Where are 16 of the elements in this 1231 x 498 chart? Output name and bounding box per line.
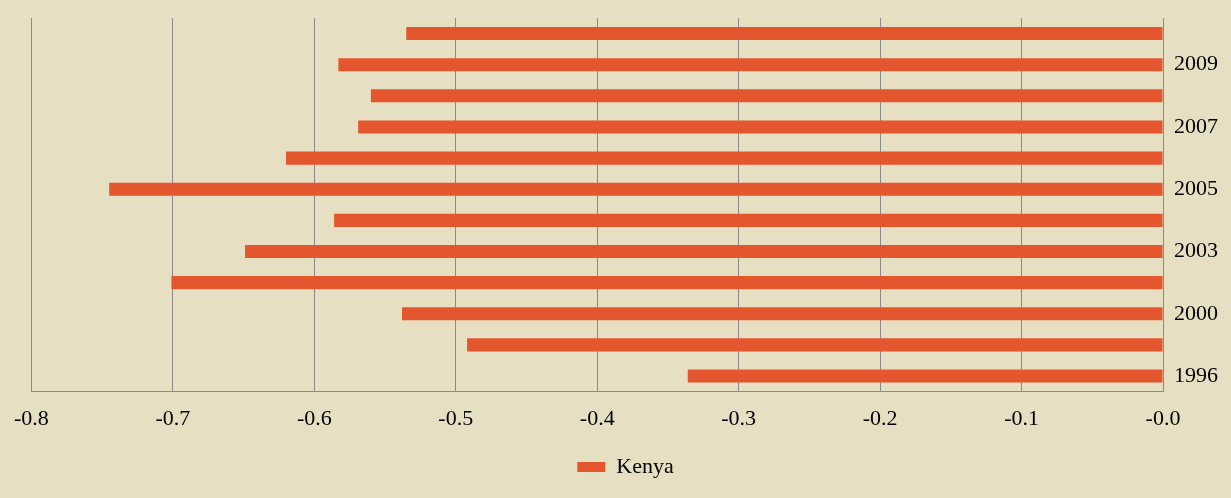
y-tick-label: 2000 — [1174, 299, 1218, 325]
y-tick-label: 1996 — [1174, 361, 1218, 387]
y-tick-label: 2007 — [1174, 112, 1218, 138]
x-tick-label: -0.1 — [1004, 404, 1039, 430]
y-tick-label: 2003 — [1174, 237, 1218, 263]
x-tick-label: -0.0 — [1145, 404, 1181, 430]
x-tick-label: -0.4 — [579, 404, 615, 430]
y-tick-label: 2009 — [1174, 50, 1218, 76]
x-tick-label: -0.3 — [721, 404, 757, 430]
x-tick-label: -0.2 — [862, 404, 898, 430]
x-tick-label: -0.8 — [14, 404, 49, 430]
x-tick-label: -0.6 — [296, 404, 332, 430]
x-tick-label: -0.5 — [438, 404, 474, 430]
legend-label: Kenya — [616, 452, 674, 478]
x-tick-label: -0.7 — [155, 404, 191, 430]
y-tick-label: 2005 — [1174, 175, 1218, 201]
